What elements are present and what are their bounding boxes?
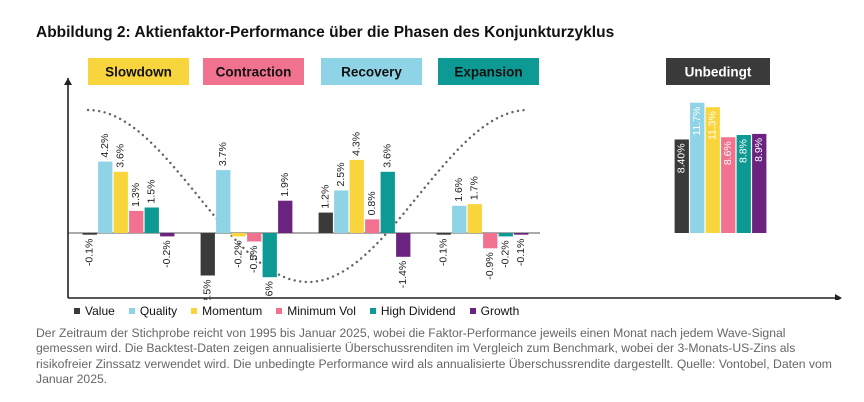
data-label: -2.5% (202, 280, 214, 301)
category-label: Expansion (454, 65, 522, 80)
bar-value-unbedingt (674, 139, 689, 233)
data-label: -0.2% (161, 240, 173, 267)
bar-growth-recovery (396, 233, 411, 257)
bar-high-dividend-slowdown (144, 207, 159, 233)
legend-item-value: Value (74, 304, 115, 318)
bar-minimum-vol-contraction (247, 233, 262, 242)
data-label: -0.1% (438, 239, 450, 266)
data-label: 8.40% (676, 143, 688, 173)
legend-label: Momentum (202, 304, 263, 318)
bar-quality-expansion (452, 205, 467, 233)
category-label: Slowdown (105, 65, 172, 80)
data-label: -0.1% (84, 239, 96, 266)
data-label: 8.9% (753, 138, 765, 162)
legend-swatch (191, 308, 198, 314)
bar-quality-recovery (334, 190, 349, 233)
data-label: -2.6% (264, 281, 276, 300)
legend-label: Quality (139, 304, 178, 318)
phase-header-box (321, 58, 422, 85)
bar-high-dividend-expansion (498, 233, 513, 237)
legend-item-high-dividend: High Dividend (369, 304, 456, 318)
category-label: Recovery (341, 65, 402, 80)
bar-quality-slowdown (98, 161, 113, 233)
bar-quality-unbedingt (690, 102, 705, 234)
data-label: -1.4% (397, 261, 409, 288)
legend-label: Growth (480, 304, 520, 318)
bar-minimum-vol-slowdown (129, 210, 144, 233)
bar-momentum-recovery (349, 159, 364, 233)
data-label: 3.6% (382, 144, 394, 168)
bar-minimum-vol-expansion (483, 233, 498, 249)
data-label: 1.5% (146, 180, 158, 204)
data-label: 2.5% (335, 163, 347, 187)
data-label: 3.7% (217, 142, 229, 166)
phase-header-box (438, 58, 539, 85)
phase-header-box (203, 58, 304, 85)
category-label: Contraction (216, 65, 292, 80)
data-label: 4.3% (351, 132, 363, 156)
x-axis-arrow (835, 294, 842, 300)
legend-swatch (369, 308, 376, 314)
phase-header-box (88, 58, 189, 85)
cycle-wave-line (86, 108, 530, 284)
bar-quality-contraction (216, 170, 231, 233)
legend-item-minimum-vol: Minimum Vol (276, 304, 356, 318)
y-axis-arrow (64, 78, 72, 85)
legend-item-momentum: Momentum (191, 304, 262, 318)
data-label: 1.2% (320, 185, 332, 209)
data-label: 8.6% (722, 141, 734, 165)
chart-title: Abbildung 2: Aktienfaktor-Performance üb… (36, 24, 615, 41)
bar-momentum-expansion (467, 204, 482, 233)
chart-footnote: Der Zeitraum der Stichprobe reicht von 1… (36, 326, 832, 387)
bar-value-expansion (436, 233, 451, 235)
data-label: 8.8% (738, 139, 750, 163)
bar-momentum-contraction (231, 233, 246, 237)
chart-svg: -0.1% -2.5% 1.2% -0.1% 8.40% 4.2% 3.7% 2.5% 1.6%… (64, 58, 842, 301)
legend-label: Value (85, 304, 115, 318)
bar-growth-slowdown (160, 233, 175, 237)
bar-high-dividend-contraction (262, 233, 277, 278)
data-label: -0.9% (484, 252, 496, 279)
legend-swatch (74, 308, 80, 314)
bar-minimum-vol-recovery (365, 219, 380, 233)
data-label: 1.7% (469, 176, 481, 200)
bar-high-dividend-unbedingt (736, 135, 751, 233)
data-label: 4.2% (99, 134, 111, 158)
data-label: -0.2% (233, 240, 245, 267)
data-label: -0.2% (500, 240, 512, 267)
bar-high-dividend-recovery (380, 171, 395, 233)
legend-label: High Dividend (380, 304, 456, 318)
phase-header-box (666, 58, 770, 85)
legend-swatch (469, 308, 476, 314)
data-label: 1.6% (453, 178, 465, 202)
data-label: 3.6% (115, 144, 127, 168)
legend-swatch (276, 308, 283, 314)
data-label: 11.3% (707, 111, 719, 140)
bar-growth-expansion (514, 233, 529, 235)
category-label: Unbedingt (685, 65, 752, 80)
data-label: 0.8% (366, 191, 378, 215)
bar-momentum-slowdown (113, 171, 128, 233)
legend-item-quality: Quality (128, 304, 178, 318)
bar-value-contraction (200, 233, 215, 276)
data-label: 1.3% (130, 183, 142, 207)
bar-growth-unbedingt (752, 133, 767, 233)
chart-legend: Value Quality Momentum Minimum Vol High Divi… (74, 304, 519, 318)
data-label: 11.7% (691, 107, 703, 136)
data-label: -0.5% (248, 246, 260, 273)
bar-momentum-unbedingt (705, 107, 720, 233)
legend-swatch (128, 308, 135, 314)
data-label: 1.9% (279, 173, 291, 197)
bar-value-recovery (318, 212, 333, 233)
bar-value-slowdown (82, 233, 97, 235)
bar-growth-contraction (278, 200, 293, 233)
legend-item-growth: Growth (469, 304, 520, 318)
legend-label: Minimum Vol (287, 304, 356, 318)
bar-minimum-vol-unbedingt (721, 137, 736, 233)
data-label: -0.1% (515, 239, 527, 266)
